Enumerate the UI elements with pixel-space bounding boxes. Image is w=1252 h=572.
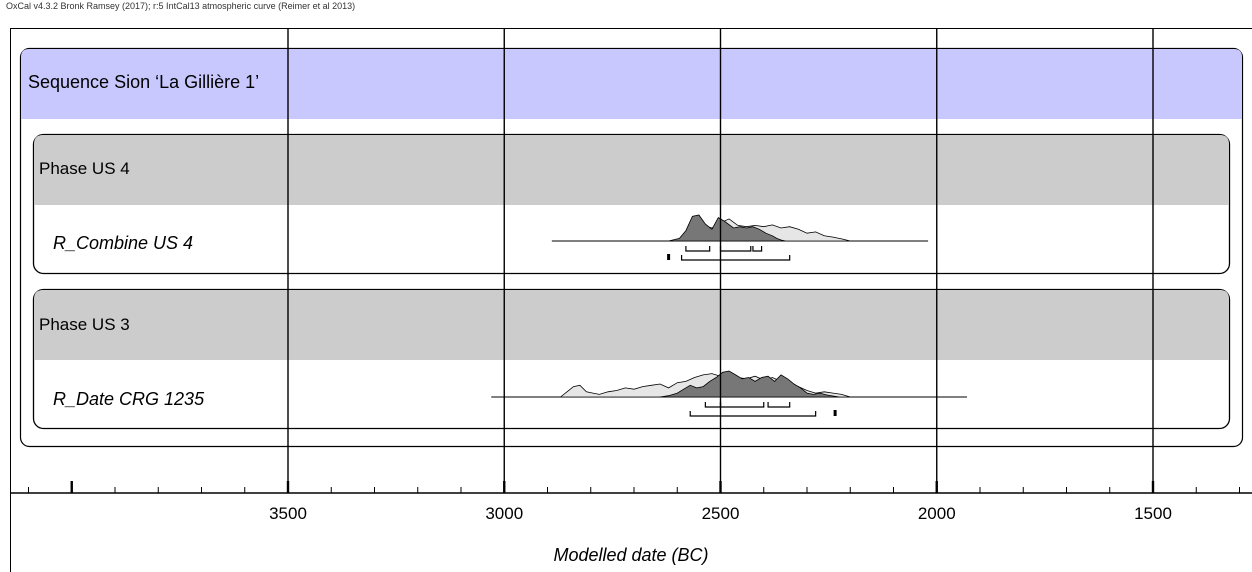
tick-label-3000: 3000: [485, 504, 523, 523]
software-citation: OxCal v4.3.2 Bronk Ramsey (2017); r:5 In…: [6, 1, 356, 11]
phase-us3-header-band: [34, 290, 1229, 360]
tick-label-2000: 2000: [918, 504, 956, 523]
x-axis: 3500 3000 2500 2000 1500: [10, 481, 1252, 523]
r-date-crg1235-distribution: [491, 370, 968, 417]
phase-us4-label: Phase US 4: [39, 159, 130, 178]
sequence-label: Sequence Sion ‘La Gillière 1’: [28, 72, 259, 92]
posterior-distribution: [659, 370, 840, 398]
tick-label-1500: 1500: [1134, 504, 1172, 523]
r-combine-us4-label: R_Combine US 4: [53, 233, 193, 253]
range-95-bracket: [689, 411, 817, 417]
range-95-bracket: [667, 254, 671, 260]
range-95-bracket: [833, 410, 837, 416]
r-combine-us4-distribution: [551, 214, 929, 261]
range-68-bracket: [752, 246, 763, 252]
r-date-crg1235-label: R_Date CRG 1235: [53, 389, 205, 409]
date-gridlines: [287, 28, 1154, 493]
tick-label-2500: 2500: [702, 504, 740, 523]
range-68-bracket: [685, 246, 711, 252]
phase-us3-label: Phase US 3: [39, 315, 130, 334]
phase-us4-header-band: [34, 135, 1229, 205]
plot-frame: [10, 28, 1252, 572]
x-axis-title: Modelled date (BC): [553, 545, 708, 565]
range-68-bracket: [767, 402, 791, 408]
tick-label-3500: 3500: [269, 504, 307, 523]
range-95-bracket: [680, 255, 791, 261]
posterior-distribution: [668, 214, 786, 242]
